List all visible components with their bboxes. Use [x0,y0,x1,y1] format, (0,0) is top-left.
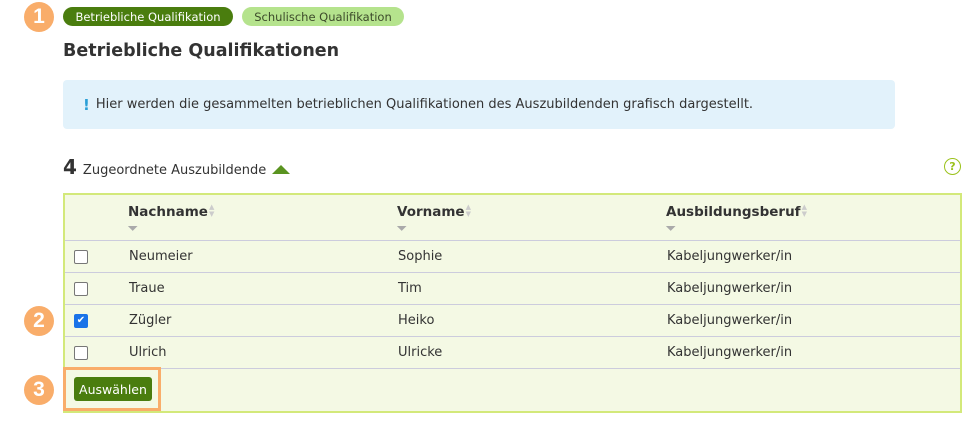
table-row[interactable]: ✔ Zügler Heiko Kabeljungwerker/in [65,305,960,337]
row-checkbox[interactable] [74,249,88,264]
filter-icon[interactable]: ⏷ [666,221,676,235]
sort-icon[interactable]: ▲ ▼ [208,203,215,218]
cell-beruf: Kabeljungwerker/in [667,345,793,360]
button-highlight: Auswählen [63,367,161,411]
info-icon: ! [83,95,90,114]
column-header-nachname[interactable]: Nachname▲ ▼ ⏷ [128,204,214,236]
column-header-vorname[interactable]: Vorname▲ ▼ ⏷ [397,204,471,236]
cell-nachname: Neumeier [129,249,193,264]
column-label: Nachname [128,204,208,220]
filter-icon[interactable]: ⏷ [128,221,138,235]
cell-nachname: Traue [129,281,165,296]
table-row[interactable]: Traue Tim Kabeljungwerker/in [65,273,960,305]
tab-betriebliche-qualifikation[interactable]: Betriebliche Qualifikation [63,7,233,26]
page-title: Betriebliche Qualifikationen [63,41,340,61]
row-checkbox[interactable] [74,345,88,360]
row-checkbox-checked[interactable]: ✔ [74,313,88,328]
column-label: Vorname [397,204,465,220]
table-row[interactable]: Ulrich Ulricke Kabeljungwerker/in [65,337,960,369]
cell-nachname: Zügler [129,313,172,328]
info-box: ! Hier werden die gesammelten betrieblic… [63,80,895,129]
cell-beruf: Kabeljungwerker/in [667,281,793,296]
column-header-ausbildungsberuf[interactable]: Ausbildungsberuf▲ ▼ ⏷ [666,204,807,236]
help-icon[interactable]: ? [944,158,961,175]
column-label: Ausbildungsberuf [666,204,801,220]
cell-beruf: Kabeljungwerker/in [667,313,793,328]
trainee-table: Nachname▲ ▼ ⏷ Vorname▲ ▼ ⏷ Ausbildungsberuf▲… [63,193,962,413]
tab-schulische-qualifikation[interactable]: Schulische Qualifikation [242,7,404,26]
step-marker-2: 2 [24,306,54,336]
sort-icon[interactable]: ▲ ▼ [801,203,807,218]
table-header: Nachname▲ ▼ ⏷ Vorname▲ ▼ ⏷ Ausbildungsberuf▲… [65,195,960,241]
info-text: Hier werden die gesammelten betriebliche… [95,97,754,112]
sort-icon[interactable]: ▲ ▼ [465,203,471,218]
count-label: Zugeordnete Auszubildende [82,163,267,178]
filter-icon[interactable]: ⏷ [397,221,407,235]
table-row[interactable]: Neumeier Sophie Kabeljungwerker/in [65,241,960,273]
select-button[interactable]: Auswählen [74,377,152,401]
step-marker-3: 3 [24,375,54,405]
cell-vorname: Heiko [398,313,435,328]
cell-beruf: Kabeljungwerker/in [667,249,793,264]
collapse-toggle-icon[interactable] [272,165,291,174]
cell-vorname: Ulricke [398,345,443,360]
cell-vorname: Sophie [398,249,443,264]
row-checkbox[interactable] [74,281,88,296]
cell-vorname: Tim [398,281,422,296]
count-number: 4 [63,155,77,179]
step-marker-1: 1 [24,2,54,32]
assigned-count: 4 Zugeordnete Auszubildende [63,155,291,179]
cell-nachname: Ulrich [129,345,167,360]
